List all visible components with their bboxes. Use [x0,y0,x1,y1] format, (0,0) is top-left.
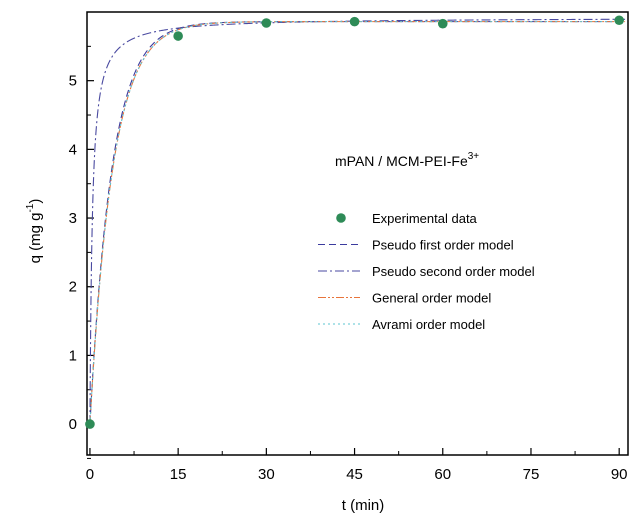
x-tick-label: 45 [346,466,363,483]
legend-label: Pseudo second order model [372,264,535,279]
model-curve [89,18,626,425]
data-point [85,419,95,429]
data-point [437,18,448,29]
data-point [261,18,272,28]
legend-label: Experimental data [372,211,478,226]
y-axis-label-superscript: -1 [25,203,36,212]
data-point [173,31,183,41]
x-tick-label: 30 [258,466,275,483]
legend-label: Avrami order model [372,317,485,332]
x-axis-label: t (min) [342,497,385,514]
model-curve [89,21,626,425]
experimental-points [85,15,624,429]
y-tick-label: 0 [69,416,77,433]
x-axis-ticks: 0 15 30 45 60 75 90 [86,448,628,483]
x-tick-label: 90 [611,466,628,483]
y-axis-label-close: ) [27,199,44,204]
y-tick-label: 1 [69,347,77,364]
y-tick-label: 4 [69,141,77,158]
plot-area-border [86,11,629,456]
y-tick-label: 3 [69,210,77,227]
legend-label: Pseudo first order model [372,238,514,253]
y-axis-ticks: 0 1 2 3 4 5 [69,45,94,459]
annotation-text: mPAN / MCM-PEI-Fe [335,153,468,169]
model-curve [89,21,626,425]
model-curves [89,18,626,425]
annotation-superscript: 3+ [468,151,480,162]
x-tick-label: 60 [434,466,451,483]
plot-frame [86,11,629,456]
x-tick-label: 0 [86,466,94,483]
y-tick-label: 5 [69,73,77,90]
x-tick-label: 15 [170,466,187,483]
y-tick-label: 2 [69,279,77,296]
legend-label: General order model [372,291,491,306]
y-axis-label-base: q (mg g [27,213,44,264]
legend: Experimental data Pseudo first order mode… [318,211,535,332]
data-point [614,15,624,26]
legend-marker [336,213,346,223]
model-curve [89,21,626,425]
data-point [349,16,360,27]
y-axis-label: q (mg g-1) [25,199,44,264]
chart-annotation: mPAN / MCM-PEI-Fe3+ [335,151,479,169]
x-tick-label: 75 [523,466,540,483]
